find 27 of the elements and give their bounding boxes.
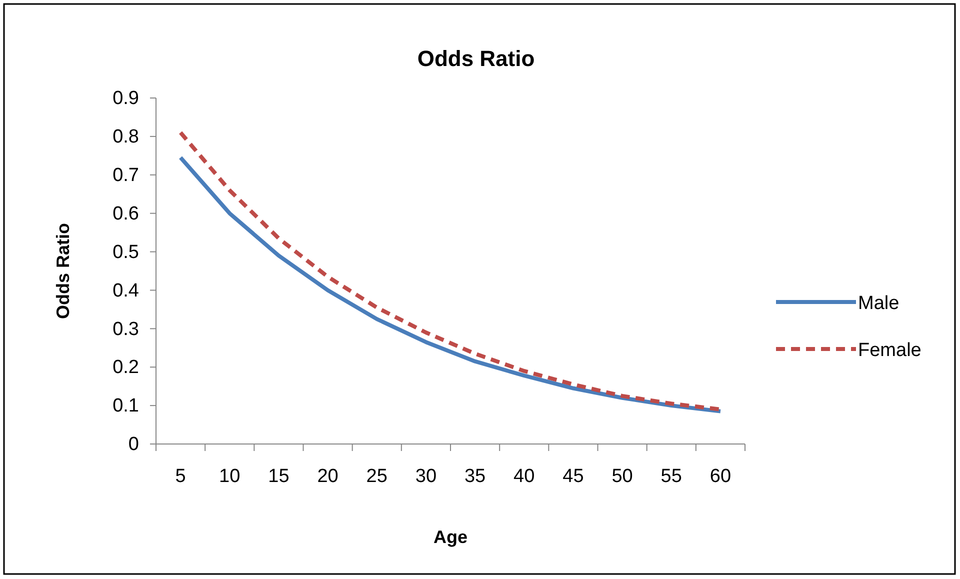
x-tick-label: 15 (268, 466, 290, 487)
y-tick-label: 0 (128, 434, 139, 456)
y-tick-label: 0.9 (112, 88, 139, 110)
x-tick-label: 60 (710, 466, 732, 487)
x-tick-label: 30 (415, 466, 437, 487)
y-tick-label: 0.8 (112, 126, 139, 148)
x-axis-title: Age (433, 527, 468, 547)
y-tick-label: 0.6 (112, 203, 139, 224)
legend-label: Female (858, 340, 922, 361)
y-tick-label: 0.5 (112, 242, 139, 263)
y-tick-label: 0.7 (112, 164, 139, 186)
y-tick-label: 0.2 (112, 357, 139, 378)
legend-label: Male (858, 293, 900, 314)
x-tick-label: 40 (514, 466, 535, 487)
x-tick-label: 35 (464, 466, 486, 487)
chart-title: Odds Ratio (417, 46, 535, 71)
x-tick-label: 10 (219, 466, 240, 487)
x-tick-label: 45 (562, 466, 584, 487)
y-tick-label: 0.3 (112, 318, 139, 340)
x-tick-label: 25 (366, 466, 388, 487)
y-axis-title: Odds Ratio (53, 222, 73, 320)
x-tick-label: 20 (317, 466, 338, 487)
y-tick-label: 0.1 (112, 396, 139, 417)
x-tick-label: 50 (612, 466, 633, 487)
x-tick-label: 5 (175, 466, 186, 487)
y-tick-label: 0.4 (112, 280, 140, 302)
x-tick-label: 55 (660, 466, 682, 487)
